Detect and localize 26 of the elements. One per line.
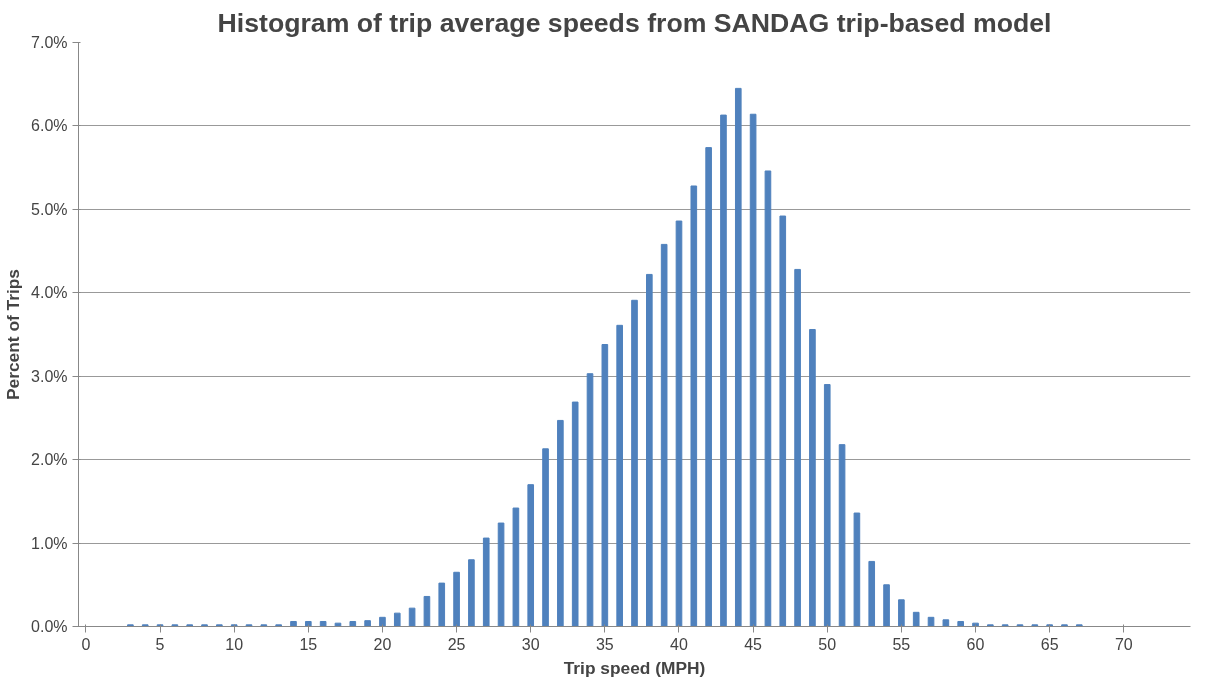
- x-tick-label: 50: [818, 635, 837, 653]
- chart-title: Histogram of trip average speeds from SANDAG trip-based model: [217, 7, 1052, 38]
- x-tick-label: 65: [1040, 635, 1059, 653]
- x-tick-label: 20: [373, 635, 392, 653]
- y-tick-label: 0.0%: [31, 618, 68, 635]
- y-tick-label: 2.0%: [31, 451, 68, 469]
- y-tick-label: 6.0%: [31, 117, 68, 135]
- x-tick-label: 0: [81, 635, 91, 653]
- y-tick-label: 5.0%: [31, 200, 68, 218]
- x-axis-title: Trip speed (MPH): [563, 657, 706, 678]
- x-tick-label: 35: [595, 635, 614, 653]
- x-tick-label: 70: [1114, 635, 1133, 653]
- x-tick-label: 45: [744, 635, 763, 653]
- y-tick-label: 7.0%: [31, 34, 68, 51]
- x-tick-label: 15: [299, 635, 318, 653]
- x-tick-label: 60: [966, 635, 985, 653]
- x-tick-label: 5: [155, 635, 165, 653]
- x-tick-label: 30: [521, 635, 540, 653]
- y-axis-title: Percent of Trips: [3, 269, 24, 400]
- x-tick-label: 10: [225, 635, 244, 653]
- y-tick-label: 4.0%: [31, 284, 68, 302]
- x-tick-label: 25: [447, 635, 466, 653]
- y-tick-label: 3.0%: [31, 367, 68, 385]
- y-tick-label: 1.0%: [31, 534, 68, 552]
- x-tick-label: 40: [670, 635, 688, 653]
- x-tick-label: 55: [892, 635, 911, 653]
